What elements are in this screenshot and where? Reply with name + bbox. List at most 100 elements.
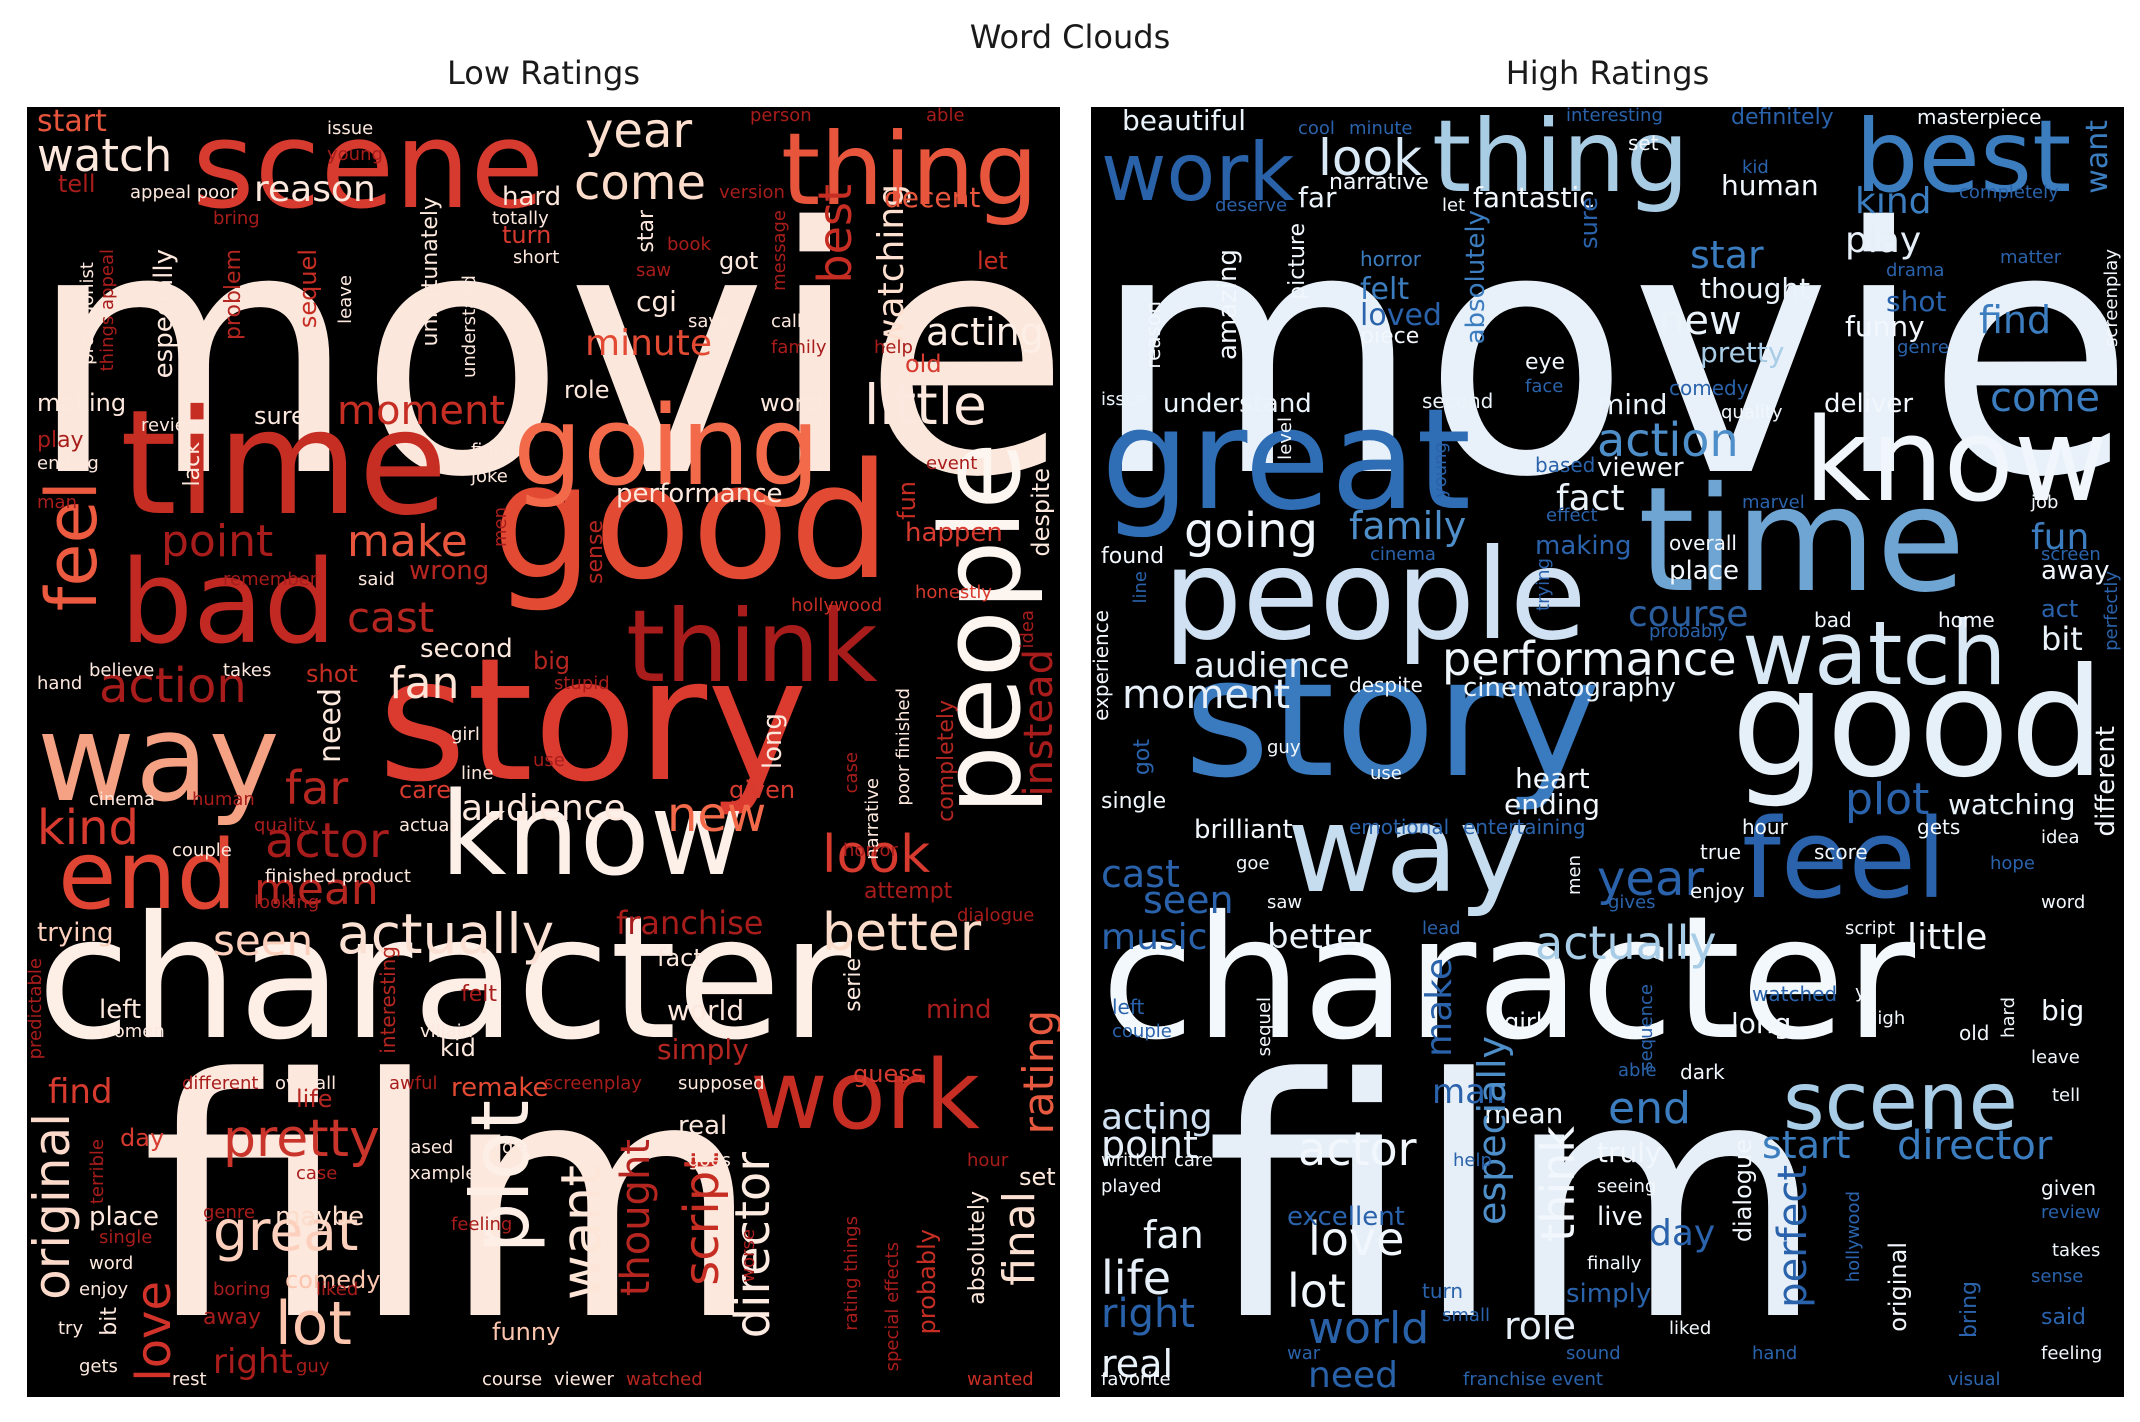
cloud-word: funny [1845, 310, 1925, 343]
cloud-word: hand [1752, 1343, 1798, 1364]
cloud-word: brilliant [1194, 815, 1293, 845]
cloud-word: minute [585, 323, 712, 364]
cloud-word: unfortunately [418, 197, 443, 347]
cloud-word: good [492, 428, 891, 615]
cloud-word: set [1019, 1163, 1056, 1191]
cloud-word: need [313, 688, 348, 763]
cloud-word: goe [1236, 853, 1270, 874]
cloud-word: away [2041, 556, 2110, 586]
cloud-word: actually [1535, 916, 1717, 970]
cloud-word: thought [1700, 272, 1811, 305]
cloud-word: start [1762, 1123, 1851, 1167]
cloud-word: mind [926, 995, 992, 1025]
cloud-word: girl [1504, 1008, 1543, 1036]
cloud-word: ending [1504, 788, 1601, 821]
cloud-word: best [1855, 107, 2072, 215]
cloud-word: review [141, 415, 201, 436]
cloud-word: left [1112, 995, 1145, 1019]
cloud-word: course [482, 1369, 543, 1390]
cloud-word: lot [1287, 1264, 1346, 1318]
cloud-word: way [1287, 781, 1530, 920]
cloud-word: despite [1027, 468, 1055, 557]
cloud-word: acting [1101, 1097, 1213, 1138]
cloud-word: different [182, 1073, 259, 1094]
cloud-word: villain [420, 1021, 474, 1042]
cloud-word: cgi [636, 285, 677, 318]
cloud-word: attempt [864, 879, 953, 904]
cloud-word: bad [120, 536, 337, 670]
cloud-word: genre [1897, 337, 1949, 358]
cloud-word: script [1845, 918, 1896, 939]
cloud-word: people [1163, 523, 1587, 668]
cloud-word: totally [492, 208, 549, 229]
figure-title: Word Clouds [969, 18, 1171, 56]
cloud-word: world [667, 994, 745, 1027]
cloud-word: real [678, 1111, 728, 1141]
cloud-word: definitely [1731, 107, 1834, 130]
cloud-word: start [37, 107, 107, 139]
cloud-word: human [192, 789, 255, 810]
cloud-word: know [1804, 394, 2108, 528]
cloud-word: let [977, 247, 1008, 275]
cloud-word: ye [1855, 982, 1877, 1003]
cloud-word: world [1308, 1303, 1430, 1354]
cloud-word: movie [1091, 156, 2124, 552]
cloud-word: enjoy [79, 1279, 129, 1300]
cloud-word: going [513, 382, 821, 510]
cloud-word: bad [1814, 608, 1852, 632]
cloud-word: need [1308, 1355, 1398, 1396]
cloud-word: place [1669, 556, 1739, 586]
cloud-word: pretty [1700, 336, 1785, 369]
cloud-word: face [1525, 376, 1564, 397]
cloud-word: director [1897, 1123, 2053, 1169]
cloud-word: make [1419, 958, 1460, 1057]
cloud-word: excellent [1287, 1202, 1405, 1232]
cloud-word: truly [1597, 1136, 1662, 1169]
cloud-word: year [585, 107, 693, 159]
cloud-word: rest [172, 1369, 207, 1390]
cloud-word: said [2041, 1305, 2087, 1330]
cloud-word: special effects [882, 1242, 903, 1372]
cloud-word: live [1597, 1202, 1643, 1232]
cloud-word: family [771, 337, 827, 358]
cloud-word: kid [1742, 157, 1769, 178]
cloud-word: drama [1886, 260, 1945, 281]
cloud-word: want [549, 1165, 613, 1301]
cloud-word: second [1422, 389, 1494, 413]
cloud-word: decent [884, 181, 981, 214]
cloud-word: play [37, 428, 84, 453]
cloud-word: role [564, 376, 610, 404]
cloud-word: saw [636, 260, 672, 281]
cloud-word: use [1370, 763, 1402, 784]
cloud-word: good [1731, 637, 2105, 811]
cloud-word: word [89, 1253, 134, 1274]
cloud-word: lot [275, 1289, 352, 1359]
cloud-word: enjoy [1690, 879, 1745, 903]
cloud-word: amazing [1213, 249, 1243, 361]
cloud-word: happen [905, 518, 1003, 548]
cloud-word: making [1535, 531, 1632, 561]
cloud-word: finished product [265, 866, 411, 887]
cloud-word: probably [1649, 621, 1728, 642]
cloud-word: new [1659, 298, 1742, 344]
cloud-word: find [48, 1072, 113, 1112]
word-cloud-high-ratings: movie film character story good great time peop… [1091, 107, 2124, 1397]
cloud-word: audience [1194, 646, 1350, 686]
cloud-word: heart [1515, 762, 1590, 795]
cloud-word: old [1959, 1021, 1990, 1045]
cloud-word: film [141, 1009, 763, 1393]
cloud-word: old [905, 350, 942, 378]
panel-title-low: Low Ratings [446, 54, 641, 92]
cloud-word: feel [1742, 795, 1947, 923]
cloud-word: leave [335, 275, 356, 324]
cloud-word: got [719, 247, 759, 275]
cloud-word: long [1731, 1007, 1792, 1040]
cloud-word: audience [461, 788, 626, 829]
cloud-word: great [1101, 379, 1472, 542]
cloud-word: piece [1360, 324, 1420, 349]
cloud-word: eye [1525, 350, 1566, 375]
cloud-word: franchise event [1463, 1369, 1603, 1390]
cloud-word: review [2041, 1202, 2101, 1223]
cloud-word: overall [275, 1073, 337, 1094]
cloud-word: awful [389, 1073, 438, 1094]
